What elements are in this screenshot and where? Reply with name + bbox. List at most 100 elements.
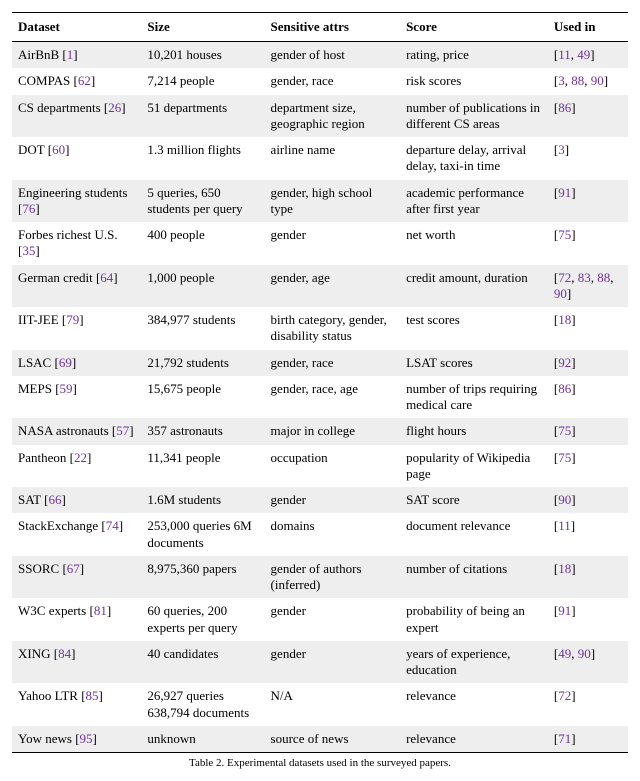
citation-ref[interactable]: 67 bbox=[67, 561, 80, 576]
cell-size: 10,201 houses bbox=[141, 42, 264, 69]
table-row: CS departments [26]51 departmentsdepartm… bbox=[12, 95, 628, 138]
cell-dataset: DOT [60] bbox=[12, 137, 141, 180]
cell-score: number of publications in different CS a… bbox=[400, 95, 548, 138]
cell-dataset: MEPS [59] bbox=[12, 376, 141, 419]
cell-size: 1.6M students bbox=[141, 487, 264, 513]
cell-attrs: birth category, gender, disability statu… bbox=[265, 307, 401, 350]
citation-ref[interactable]: 66 bbox=[48, 492, 61, 507]
cell-dataset: CS departments [26] bbox=[12, 95, 141, 138]
cell-dataset: Forbes richest U.S. [35] bbox=[12, 222, 141, 265]
cell-attrs: gender, race, age bbox=[265, 376, 401, 419]
citation-ref[interactable]: 95 bbox=[80, 731, 93, 746]
cell-attrs: gender bbox=[265, 641, 401, 684]
citation-ref[interactable]: 74 bbox=[106, 518, 119, 533]
citation-ref[interactable]: 91 bbox=[558, 185, 571, 200]
citation-ref[interactable]: 75 bbox=[558, 423, 571, 438]
table-header-row: Dataset Size Sensitive attrs Score Used … bbox=[12, 13, 628, 42]
citation-ref[interactable]: 84 bbox=[58, 646, 71, 661]
citation-ref[interactable]: 59 bbox=[60, 381, 73, 396]
cell-dataset: Pantheon [22] bbox=[12, 445, 141, 488]
cell-usedin: [75] bbox=[548, 222, 628, 265]
cell-attrs: airline name bbox=[265, 137, 401, 180]
cell-usedin: [11, 49] bbox=[548, 42, 628, 69]
citation-ref[interactable]: 3 bbox=[558, 73, 565, 88]
cell-attrs: gender, race bbox=[265, 350, 401, 376]
citation-ref[interactable]: 22 bbox=[74, 450, 87, 465]
citation-ref[interactable]: 11 bbox=[558, 47, 571, 62]
table-row: MEPS [59]15,675 peoplegender, race, agen… bbox=[12, 376, 628, 419]
cell-size: 26,927 queries 638,794 documents bbox=[141, 683, 264, 726]
cell-score: test scores bbox=[400, 307, 548, 350]
table-row: DOT [60]1.3 million flightsairline named… bbox=[12, 137, 628, 180]
cell-attrs: gender, race bbox=[265, 68, 401, 94]
table-row: SSORC [67]8,975,360 papersgender of auth… bbox=[12, 556, 628, 599]
citation-ref[interactable]: 18 bbox=[558, 312, 571, 327]
citation-ref[interactable]: 49 bbox=[577, 47, 590, 62]
citation-ref[interactable]: 26 bbox=[108, 100, 121, 115]
citation-ref[interactable]: 91 bbox=[558, 603, 571, 618]
cell-usedin: [72, 83, 88, 90] bbox=[548, 265, 628, 308]
cell-score: document relevance bbox=[400, 513, 548, 556]
citation-ref[interactable]: 75 bbox=[558, 450, 571, 465]
citation-ref[interactable]: 86 bbox=[558, 100, 571, 115]
citation-ref[interactable]: 49 bbox=[558, 646, 571, 661]
cell-dataset: W3C experts [81] bbox=[12, 598, 141, 641]
cell-size: 253,000 queries 6M documents bbox=[141, 513, 264, 556]
cell-score: academic performance after first year bbox=[400, 180, 548, 223]
citation-ref[interactable]: 18 bbox=[558, 561, 571, 576]
cell-attrs: source of news bbox=[265, 726, 401, 753]
citation-ref[interactable]: 35 bbox=[22, 243, 35, 258]
cell-score: popularity of Wikipedia page bbox=[400, 445, 548, 488]
cell-dataset: SAT [66] bbox=[12, 487, 141, 513]
citation-ref[interactable]: 3 bbox=[558, 142, 565, 157]
citation-ref[interactable]: 86 bbox=[558, 381, 571, 396]
citation-ref[interactable]: 90 bbox=[578, 646, 591, 661]
table-row: W3C experts [81]60 queries, 200 experts … bbox=[12, 598, 628, 641]
cell-attrs: gender, high school type bbox=[265, 180, 401, 223]
citation-ref[interactable]: 79 bbox=[66, 312, 79, 327]
table-row: Pantheon [22]11,341 peopleoccupationpopu… bbox=[12, 445, 628, 488]
cell-size: 8,975,360 papers bbox=[141, 556, 264, 599]
citation-ref[interactable]: 88 bbox=[597, 270, 610, 285]
cell-attrs: major in college bbox=[265, 418, 401, 444]
cell-size: 51 departments bbox=[141, 95, 264, 138]
table-row: Yow news [95]unknownsource of newsreleva… bbox=[12, 726, 628, 753]
citation-ref[interactable]: 88 bbox=[571, 73, 584, 88]
cell-dataset: COMPAS [62] bbox=[12, 68, 141, 94]
citation-ref[interactable]: 92 bbox=[558, 355, 571, 370]
cell-score: flight hours bbox=[400, 418, 548, 444]
citation-ref[interactable]: 64 bbox=[100, 270, 113, 285]
citation-ref[interactable]: 85 bbox=[86, 688, 99, 703]
citation-ref[interactable]: 1 bbox=[67, 47, 74, 62]
table-row: Engineering students [76]5 queries, 650 … bbox=[12, 180, 628, 223]
citation-ref[interactable]: 76 bbox=[22, 201, 35, 216]
cell-size: 60 queries, 200 experts per query bbox=[141, 598, 264, 641]
cell-dataset: Yahoo LTR [85] bbox=[12, 683, 141, 726]
col-dataset: Dataset bbox=[12, 13, 141, 42]
citation-ref[interactable]: 81 bbox=[94, 603, 107, 618]
cell-dataset: XING [84] bbox=[12, 641, 141, 684]
citation-ref[interactable]: 90 bbox=[554, 286, 567, 301]
cell-dataset: LSAC [69] bbox=[12, 350, 141, 376]
citation-ref[interactable]: 69 bbox=[59, 355, 72, 370]
table-row: COMPAS [62]7,214 peoplegender, racerisk … bbox=[12, 68, 628, 94]
cell-dataset: AirBnB [1] bbox=[12, 42, 141, 69]
table-row: NASA astronauts [57]357 astronautsmajor … bbox=[12, 418, 628, 444]
cell-score: probability of being an expert bbox=[400, 598, 548, 641]
cell-score: credit amount, duration bbox=[400, 265, 548, 308]
cell-dataset: IIT-JEE [79] bbox=[12, 307, 141, 350]
citation-ref[interactable]: 90 bbox=[558, 492, 571, 507]
citation-ref[interactable]: 11 bbox=[558, 518, 571, 533]
cell-size: 357 astronauts bbox=[141, 418, 264, 444]
cell-attrs: gender, age bbox=[265, 265, 401, 308]
citation-ref[interactable]: 90 bbox=[591, 73, 604, 88]
col-size: Size bbox=[141, 13, 264, 42]
citation-ref[interactable]: 71 bbox=[558, 731, 571, 746]
citation-ref[interactable]: 57 bbox=[116, 423, 129, 438]
citation-ref[interactable]: 72 bbox=[558, 270, 571, 285]
citation-ref[interactable]: 72 bbox=[558, 688, 571, 703]
citation-ref[interactable]: 62 bbox=[78, 73, 91, 88]
citation-ref[interactable]: 75 bbox=[558, 227, 571, 242]
citation-ref[interactable]: 60 bbox=[52, 142, 65, 157]
citation-ref[interactable]: 83 bbox=[578, 270, 591, 285]
